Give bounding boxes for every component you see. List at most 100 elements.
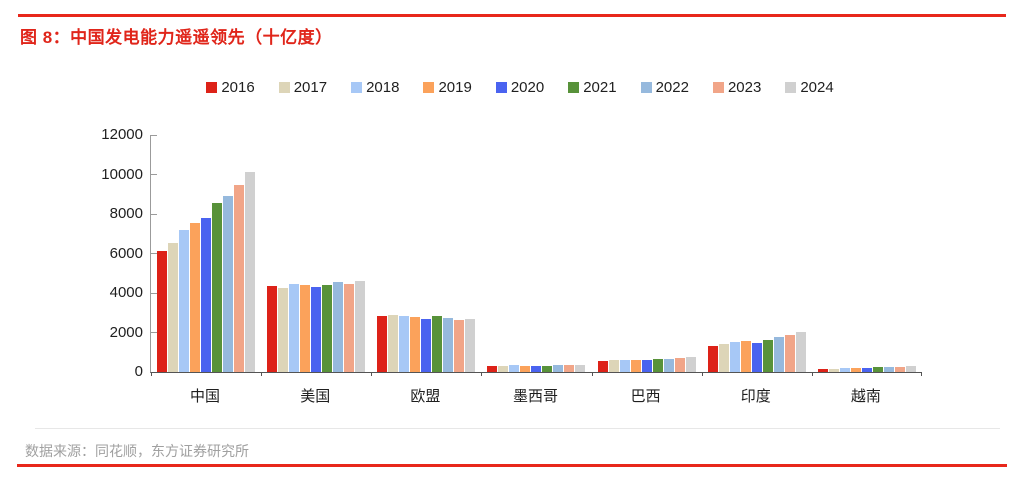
x-axis-label-中国: 中国 [190,388,221,405]
bar-美国-2023 [344,283,355,372]
bar-欧盟-2018 [399,315,410,372]
plot-area [150,134,922,376]
bar-欧盟-2016 [377,316,388,372]
legend-swatch-icon [423,81,435,93]
x-axis-tick [701,372,703,376]
legend-label: 2023 [727,78,762,96]
legend-swatch-icon [712,81,724,93]
legend-swatch-icon [640,81,652,93]
bar-墨西哥-2017 [498,365,509,372]
bar-巴西-2022 [663,358,674,372]
legend-swatch-icon [785,81,797,93]
legend-label: 2016 [221,78,255,96]
y-axis-tick-label: 6000 [109,244,143,262]
legend-item-2023: 2023 [712,78,762,96]
bar-group-中国 [151,135,261,372]
legend-label: 2019 [438,78,472,96]
bar-美国-2019 [300,285,311,372]
bar-印度-2022 [773,337,784,372]
x-axis-label-巴西: 巴西 [630,388,661,405]
footer-divider [35,428,1000,429]
bar-印度-2023 [784,334,795,372]
bar-越南-2024 [905,366,916,372]
bar-group-欧盟 [371,135,481,372]
legend-item-2020: 2020 [495,78,545,96]
y-axis-tick-label: 12000 [101,126,143,143]
data-source: 数据来源：同花顺，东方证券研究所 [25,443,249,459]
bar-欧盟-2021 [432,315,443,372]
x-axis-tick [261,372,263,376]
bar-中国-2019 [190,223,201,372]
legend-label: 2022 [655,78,689,96]
bar-越南-2022 [883,367,894,372]
bar-印度-2017 [718,343,729,372]
bar-印度-2024 [795,332,806,372]
bar-越南-2021 [872,367,883,372]
bar-巴西-2020 [641,359,652,372]
x-axis-tick [811,372,813,376]
legend-item-2019: 2019 [423,78,472,96]
bar-越南-2020 [861,367,872,372]
bar-墨西哥-2023 [564,365,575,372]
bar-美国-2022 [333,282,344,372]
bar-印度-2021 [762,340,773,372]
bar-中国-2024 [245,172,256,372]
y-axis-tick [151,253,157,254]
legend-swatch-icon [351,81,363,93]
y-axis-tick-label: 0 [134,363,143,380]
bar-中国-2022 [223,196,234,372]
bar-欧盟-2020 [421,319,432,372]
legend-label: 2024 [800,78,834,96]
legend-label: 2020 [510,78,545,96]
bar-巴西-2024 [685,357,696,372]
legend-label: 2018 [366,78,400,96]
bar-越南-2019 [850,367,861,372]
bar-越南-2018 [839,368,850,372]
legend-item-2016: 2016 [206,78,255,96]
bar-墨西哥-2024 [575,365,586,372]
bar-越南-2017 [828,368,839,372]
figure-title: 图 8：中国发电能力遥遥领先（十亿度） [20,28,333,47]
bar-中国-2023 [234,184,245,372]
x-axis-label-欧盟: 欧盟 [410,388,441,405]
bottom-divider [17,464,1007,467]
legend-item-2021: 2021 [568,78,617,96]
bar-印度-2020 [751,342,762,372]
bar-美国-2017 [278,287,289,372]
legend-item-2018: 2018 [351,80,399,95]
bar-欧盟-2022 [443,317,454,372]
bar-墨西哥-2022 [553,365,564,372]
bar-墨西哥-2018 [509,365,520,372]
x-axis-tick [921,372,922,376]
bar-美国-2021 [322,285,333,372]
x-axis-tick [371,372,373,376]
bar-巴西-2016 [597,360,608,372]
y-axis-tick [151,174,157,175]
y-axis-tick-label: 2000 [109,323,143,341]
bar-印度-2016 [707,346,718,372]
legend-label: 2021 [583,78,617,96]
bar-越南-2023 [894,366,905,372]
bar-墨西哥-2016 [487,365,498,372]
bar-巴西-2019 [630,359,641,372]
y-axis-tick [151,213,157,215]
bar-中国-2016 [157,250,168,372]
bar-印度-2018 [729,341,740,372]
legend-swatch-icon [206,81,218,93]
x-axis-tick [481,372,483,376]
x-axis-label-越南: 越南 [850,388,881,405]
x-axis-label-美国: 美国 [300,388,331,405]
bar-巴西-2017 [608,360,619,372]
bar-group-墨西哥 [481,135,591,372]
bar-美国-2018 [289,283,300,372]
x-axis-tick [151,372,152,376]
bar-中国-2021 [212,203,223,372]
y-axis-tick [151,292,157,294]
legend-item-2024: 2024 [785,78,834,96]
legend-swatch-icon [495,81,507,93]
bar-欧盟-2023 [454,320,465,372]
legend-item-2022: 2022 [640,78,689,96]
bar-中国-2020 [201,218,212,372]
bar-墨西哥-2020 [531,365,542,372]
